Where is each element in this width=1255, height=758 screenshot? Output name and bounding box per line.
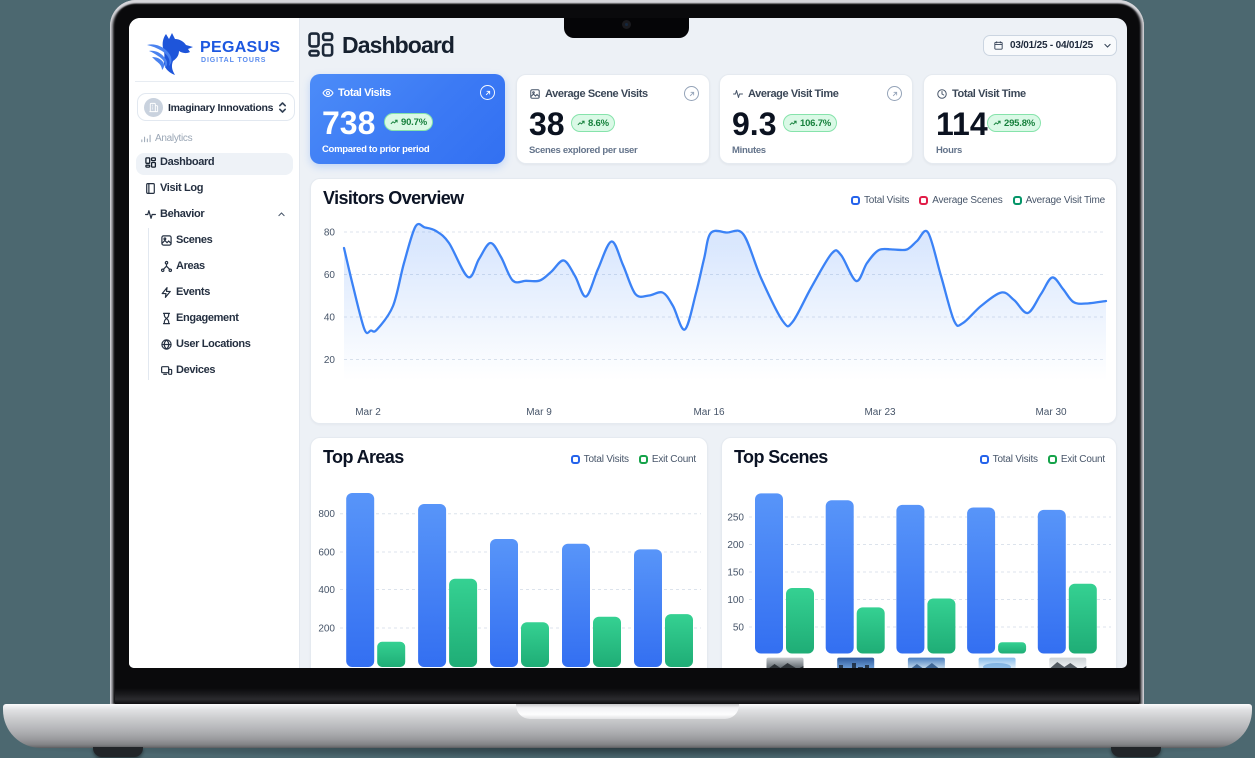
svg-text:60: 60 bbox=[324, 270, 336, 281]
svg-text:200: 200 bbox=[318, 624, 335, 635]
svg-text:Mar 2: Mar 2 bbox=[355, 407, 381, 418]
svg-text:50: 50 bbox=[733, 623, 745, 634]
svg-text:600: 600 bbox=[318, 548, 335, 559]
svg-text:800: 800 bbox=[318, 509, 335, 520]
svg-text:Mar 23: Mar 23 bbox=[864, 407, 896, 418]
svg-text:200: 200 bbox=[727, 540, 744, 551]
svg-text:Mar 16: Mar 16 bbox=[693, 407, 725, 418]
svg-text:100: 100 bbox=[727, 595, 744, 606]
svg-text:80: 80 bbox=[324, 228, 336, 239]
svg-text:150: 150 bbox=[727, 568, 744, 579]
svg-text:Mar 30: Mar 30 bbox=[1035, 407, 1067, 418]
svg-text:20: 20 bbox=[324, 355, 336, 366]
svg-text:250: 250 bbox=[727, 513, 744, 524]
svg-text:400: 400 bbox=[318, 585, 335, 596]
svg-text:40: 40 bbox=[324, 313, 336, 324]
svg-text:Mar 9: Mar 9 bbox=[526, 407, 552, 418]
